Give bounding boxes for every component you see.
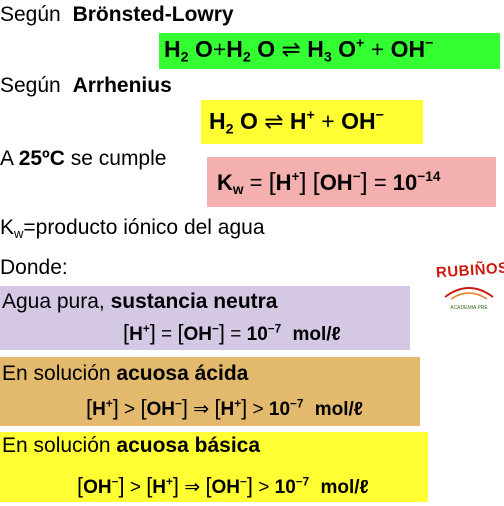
basic-heading: En solución acuosa básica [2,434,261,457]
equilibrium-arrows: ⇌ [281,36,301,62]
basic-equation: [OH−] > [H+] ⇒ [OH−] > 10−7 mol/ℓ [77,473,369,498]
rubinos-logo: RUBIÑOS ACADEMIA PRE [435,252,504,327]
kw-definition: Kw=producto iónico del agua [0,216,265,241]
arrhenius-intro: Según [0,74,61,97]
bronsted-equation: H2 O+H2 O ⇌ H3 O+ + OH− [164,35,434,66]
equilibrium-arrows: ⇌ [264,108,284,134]
neutral-box [0,286,410,350]
neutral-equation: [H+] = [OH−] = 10−7 mol/ℓ [123,320,341,345]
logo-tagline: ACADEMIA PRE [450,305,488,311]
arrhenius-name: Arrhenius [72,74,172,97]
bronsted-intro: Según [0,3,61,26]
acid-equation: [H+] > [OH−] ⇒ [H+] > 10−7 mol/ℓ [86,395,364,420]
logo-word: RUBIÑOS [435,259,504,282]
acid-heading: En solución acuosa ácida [2,362,249,385]
basic-box [0,432,428,502]
bronsted-name: Brönsted-Lowry [72,3,234,26]
donde-label: Donde: [0,256,68,279]
bronsted-equation-box [159,33,500,69]
acid-box [0,357,420,426]
arrhenius-equation: H2 O ⇌ H+ + OH− [209,107,384,138]
bronsted-heading: Según Brönsted-Lowry [0,3,234,27]
temperature-line: A 25ºC se cumple [0,147,167,170]
logo-emblem-icon [444,287,494,300]
neutral-heading: Agua pura, sustancia neutra [2,290,278,313]
temperature-value: 25ºC [18,147,65,170]
kw-equation-box [207,157,496,207]
kw-equation: Kw = [H+] [OH−] = 10−14 [217,168,441,198]
arrhenius-heading: Según Arrhenius [0,74,172,98]
arrhenius-equation-box [201,100,423,144]
